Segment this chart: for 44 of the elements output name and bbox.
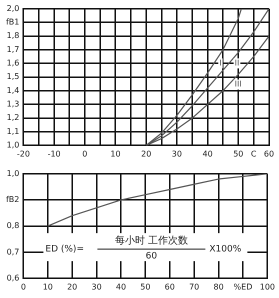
x-tick-label: 20 [141, 149, 152, 158]
y-tick-label: 1,8 [6, 31, 20, 40]
x-tick-label: 20 [67, 282, 78, 292]
x-tick-label: -10 [48, 149, 61, 158]
annotation: X100% [209, 244, 242, 254]
annotation: ED (%)= [45, 244, 84, 254]
y-tick-label: 1,0 [6, 140, 20, 150]
y-tick-label: 1,4 [6, 86, 20, 95]
x-tick-label: C [250, 149, 257, 158]
y-tick-label: 0,7 [6, 247, 20, 256]
x-tick-label: 80 [213, 282, 224, 292]
x-tick-label: 100 [260, 282, 276, 292]
x-tick-label: 10 [42, 282, 53, 292]
x-tick-label: 70 [189, 282, 200, 292]
annotation: 60 [146, 251, 158, 262]
annotation: 每小时 工作次数 [114, 234, 188, 247]
y-tick-label: 1,0 [6, 168, 20, 178]
x-tick-label: 60 [164, 282, 175, 292]
y-tick-label: 1,3 [6, 100, 20, 108]
series-label: III [234, 80, 242, 89]
x-tick-label: 30 [91, 282, 102, 292]
y-tick-label: 1,7 [6, 44, 20, 54]
x-tick-label: 30 [172, 149, 182, 158]
x-tick-label: 50 [140, 282, 150, 292]
y-tick-label: 1,6 [6, 58, 20, 68]
y-tick-label: 2,0 [6, 4, 20, 13]
y-tick-label: 0,6 [6, 273, 20, 282]
x-tick-label: 40 [116, 282, 126, 292]
y-tick-label: 1,2 [6, 113, 20, 122]
x-tick-label: 10 [110, 149, 121, 158]
y-tick-label: fB1 [6, 18, 20, 27]
y-tick-label: 1,1 [6, 126, 20, 136]
x-tick-label: 50 [233, 149, 244, 158]
x-tick-label: 0 [82, 149, 88, 158]
y-tick-label: fB2 [6, 195, 20, 204]
x-tick-label: 60 [264, 149, 274, 158]
x-tick-label: 40 [202, 149, 213, 158]
x-tick-label: -20 [16, 149, 30, 158]
x-tick-label: 0 [20, 282, 26, 292]
x-tick-label: %ED [234, 282, 252, 292]
series-label: II [234, 58, 240, 68]
series-label: I [219, 58, 222, 68]
y-tick-label: 0,8 [6, 221, 20, 230]
y-tick-label: 1,5 [6, 72, 20, 82]
